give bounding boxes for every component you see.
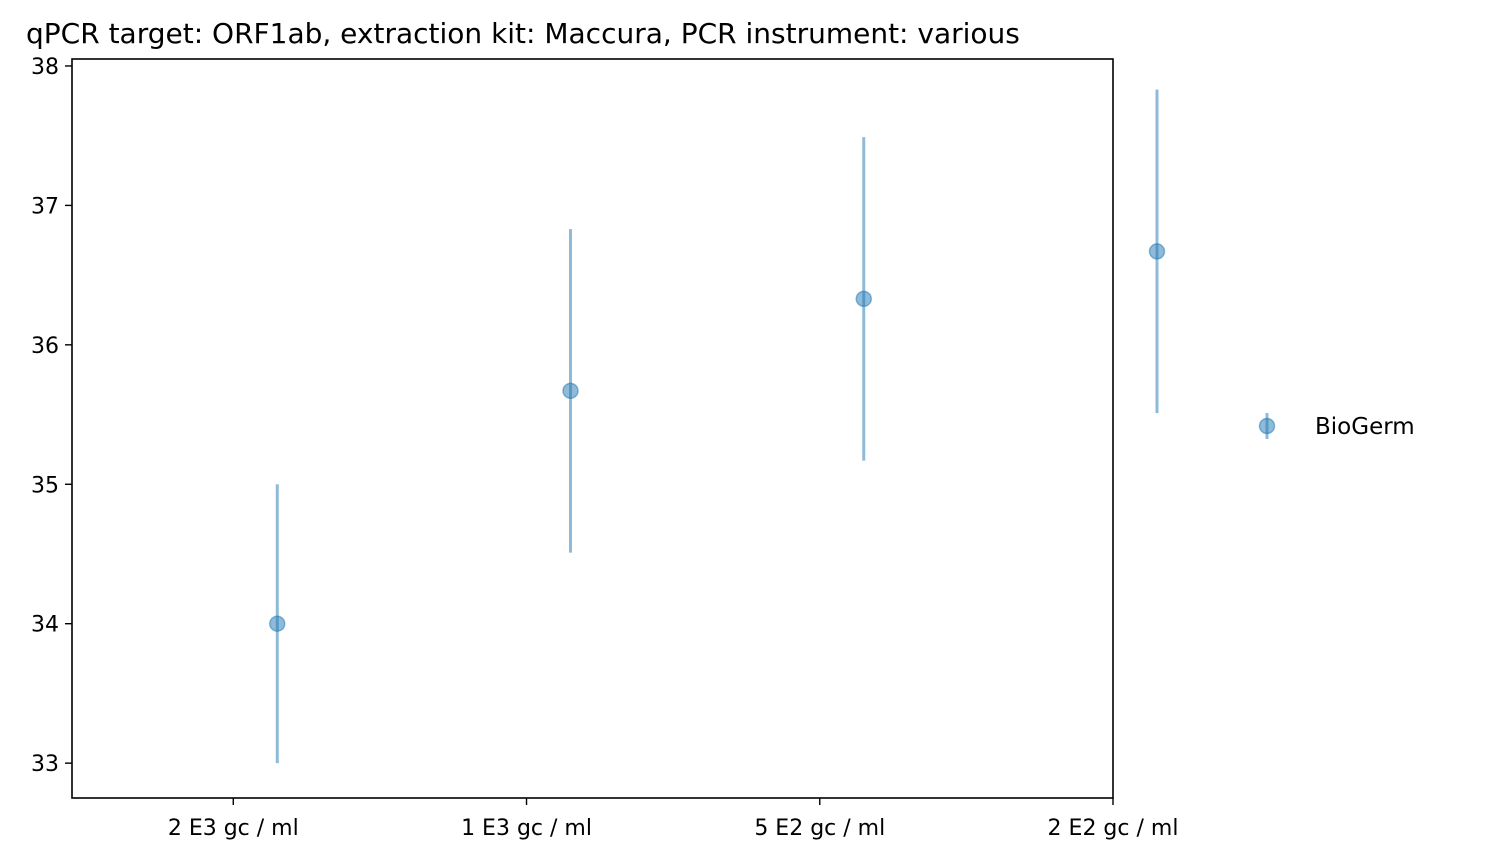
data-point-0-1 bbox=[562, 382, 579, 400]
y-tick-label-0: 33 bbox=[31, 752, 59, 777]
legend: BioGerm bbox=[1258, 413, 1415, 440]
axes-frame bbox=[71, 58, 1114, 799]
x-tick-label-1: 1 E3 gc / ml bbox=[461, 816, 592, 841]
y-tick-label-1: 34 bbox=[31, 613, 59, 638]
y-tick-label-2: 35 bbox=[31, 473, 59, 498]
y-tick-label-5: 38 bbox=[31, 55, 59, 80]
y-tick-label-3: 36 bbox=[31, 334, 59, 359]
y-tick-label-4: 37 bbox=[31, 194, 59, 219]
data-point-0-0 bbox=[269, 615, 286, 632]
data-point-0-2 bbox=[855, 290, 872, 308]
legend-marker-0 bbox=[1258, 417, 1276, 435]
x-tick-label-2: 5 E2 gc / ml bbox=[754, 816, 885, 841]
x-tick-label-3: 2 E2 gc / ml bbox=[1048, 816, 1179, 841]
x-tick-label-0: 2 E3 gc / ml bbox=[168, 816, 299, 841]
chart-title: qPCR target: ORF1ab, extraction kit: Mac… bbox=[26, 17, 1020, 50]
legend-label-0: BioGerm bbox=[1315, 414, 1415, 440]
data-point-0-3 bbox=[1148, 243, 1166, 260]
plot-area: 33 34 35 36 37 38 2 E3 gc / ml 1 E3 gc / ml 5 E2… bbox=[31, 55, 1178, 841]
